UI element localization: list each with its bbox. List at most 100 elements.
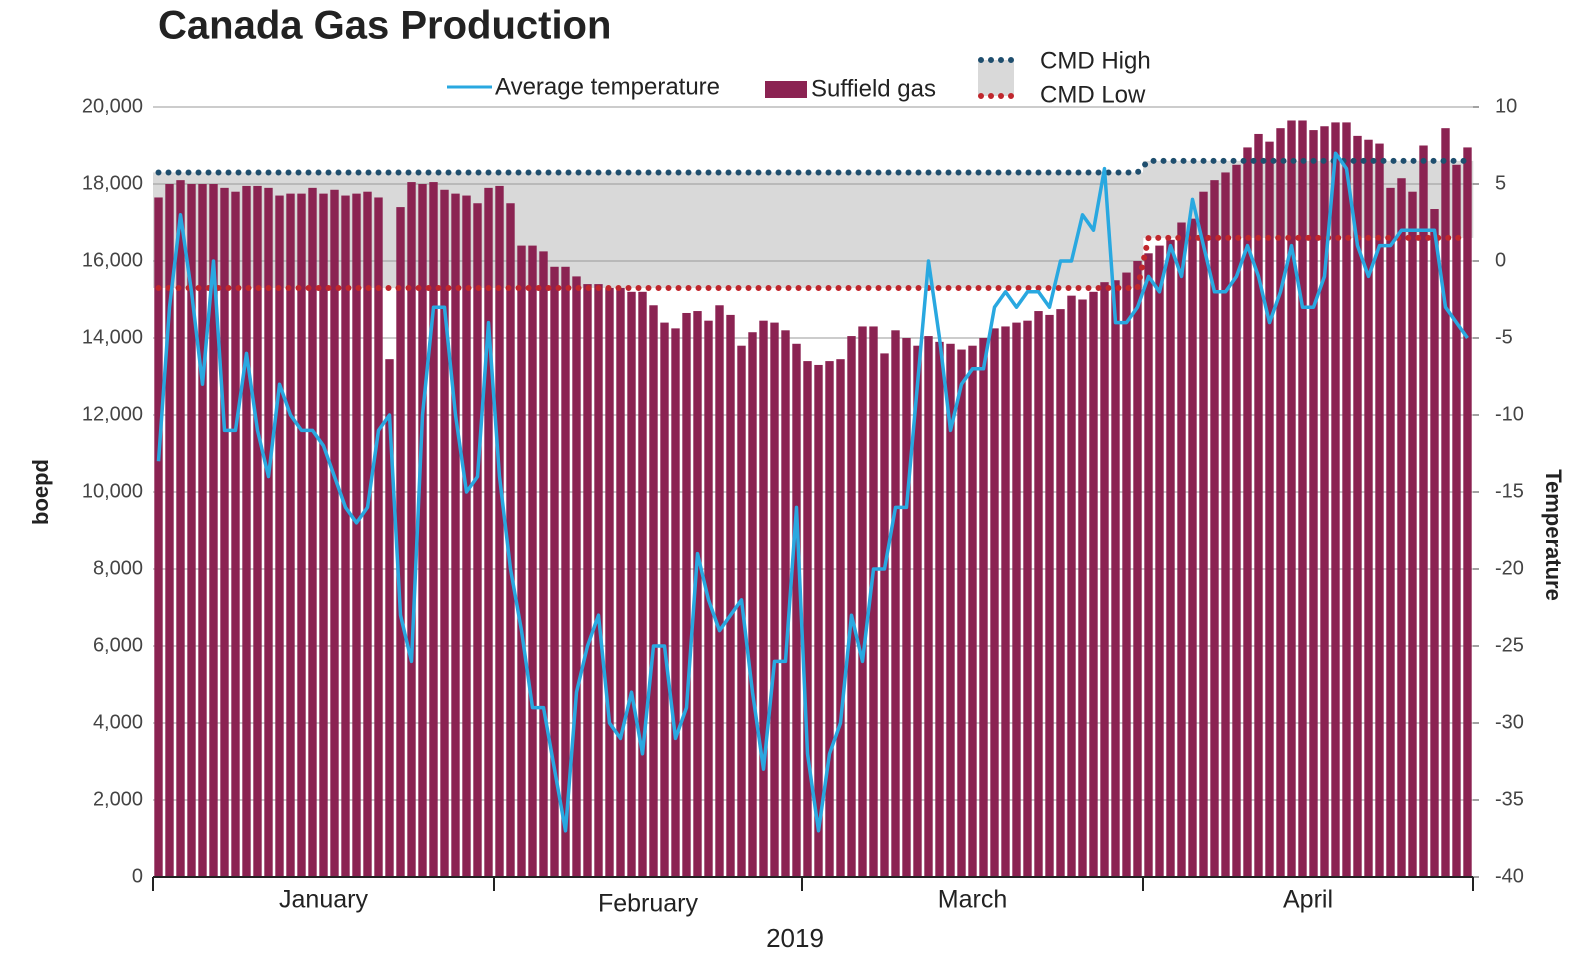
- bar: [1100, 282, 1109, 877]
- bar: [902, 338, 911, 877]
- bar: [1155, 245, 1164, 878]
- bar: [759, 320, 768, 877]
- y2-tick-label: -5: [1495, 326, 1513, 348]
- y-tick-label: 8,000: [93, 557, 143, 579]
- cmd-band: [769, 172, 781, 288]
- cmd-band: [615, 172, 627, 288]
- bar: [451, 193, 460, 877]
- y-tick-label: 16,000: [82, 249, 143, 271]
- legend-bar-swatch: [765, 81, 807, 98]
- bar: [561, 266, 570, 877]
- cmd-band: [1429, 160, 1441, 238]
- bar: [484, 187, 493, 878]
- cmd-band: [923, 172, 935, 288]
- bar: [374, 197, 383, 878]
- bar: [352, 193, 361, 877]
- bar: [407, 182, 416, 877]
- bar: [154, 197, 163, 878]
- bar: [682, 312, 691, 878]
- bar: [583, 284, 592, 878]
- chart-title: Canada Gas Production: [158, 4, 611, 48]
- bar: [297, 193, 306, 877]
- bar: [1375, 143, 1384, 877]
- bar: [1265, 141, 1274, 877]
- cmd-band: [934, 172, 946, 288]
- cmd-band: [1099, 172, 1111, 288]
- bar: [825, 361, 834, 878]
- bar: [1188, 218, 1197, 877]
- cmd-band: [1176, 160, 1188, 238]
- cmd-band: [560, 172, 572, 288]
- bar: [814, 364, 823, 877]
- bar: [1232, 164, 1241, 877]
- bar: [957, 349, 966, 877]
- cmd-line: [155, 157, 1471, 176]
- bar: [913, 345, 922, 877]
- bar: [363, 191, 372, 877]
- bar: [1111, 280, 1120, 877]
- cmd-band: [659, 172, 671, 288]
- bar: [1419, 145, 1428, 877]
- cmd-band: [714, 172, 726, 288]
- bar: [1441, 128, 1450, 878]
- bar: [209, 184, 218, 877]
- bar: [165, 184, 174, 877]
- cmd-band: [835, 172, 847, 288]
- cmd-band: [626, 172, 638, 288]
- y2-tick-label: -35: [1495, 788, 1524, 810]
- bar: [1353, 135, 1362, 877]
- y2-tick-label: 0: [1495, 249, 1506, 271]
- cmd-band: [1066, 172, 1078, 288]
- bar: [1210, 180, 1219, 877]
- bar: [979, 338, 988, 877]
- bar: [1133, 261, 1142, 877]
- bar: [990, 328, 999, 877]
- bar: [627, 291, 636, 877]
- bar: [1221, 172, 1230, 877]
- cmd-band: [846, 172, 858, 288]
- cmd-band: [516, 172, 528, 288]
- cmd-band: [703, 172, 715, 288]
- y2-tick-label: -10: [1495, 403, 1524, 425]
- cmd-band: [725, 172, 737, 288]
- bar: [440, 189, 449, 877]
- cmd-band: [956, 172, 968, 288]
- cmd-band: [604, 172, 616, 288]
- cmd-band: [637, 172, 649, 288]
- bar: [693, 311, 702, 877]
- bar: [1056, 309, 1065, 877]
- y-tick-label: 20,000: [82, 95, 143, 117]
- cmd-band: [648, 172, 660, 288]
- bar: [1331, 122, 1340, 877]
- cmd-band: [791, 172, 803, 288]
- cmd-band: [901, 172, 913, 288]
- bar: [1034, 311, 1043, 877]
- bar: [858, 326, 867, 877]
- legend-label: Average temperature: [495, 73, 720, 100]
- bar: [880, 353, 889, 877]
- bar: [1078, 299, 1087, 877]
- x-axis-title: 2019: [766, 923, 824, 953]
- month-label: February: [598, 890, 699, 918]
- bar: [660, 322, 669, 878]
- cmd-band: [1132, 172, 1144, 288]
- cmd-band: [1121, 172, 1133, 288]
- bar: [836, 359, 845, 877]
- cmd-band: [670, 172, 682, 288]
- bar: [1452, 164, 1461, 877]
- bar: [286, 193, 295, 877]
- bar: [605, 287, 614, 877]
- bar: [1144, 253, 1153, 878]
- cmd-band: [978, 172, 990, 288]
- cmd-band: [1154, 160, 1166, 238]
- cmd-band: [1143, 160, 1155, 238]
- cmd-band: [890, 172, 902, 288]
- cmd-line: [155, 234, 1471, 291]
- bar: [847, 336, 856, 877]
- bar: [572, 276, 581, 877]
- y2-tick-label: 5: [1495, 172, 1506, 194]
- y-tick-label: 4,000: [93, 711, 143, 733]
- bar: [539, 251, 548, 877]
- cmd-band: [1044, 172, 1056, 288]
- legend-band-swatch: [978, 60, 1014, 96]
